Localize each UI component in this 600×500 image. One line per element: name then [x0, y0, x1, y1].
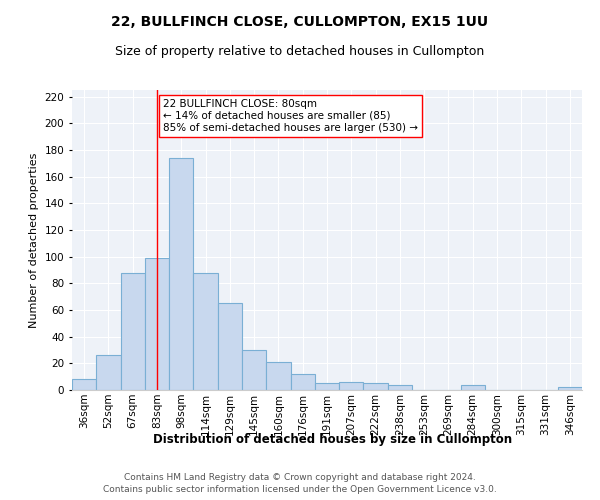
Bar — [72, 380, 96, 390]
Bar — [461, 384, 485, 390]
Text: Contains HM Land Registry data © Crown copyright and database right 2024.: Contains HM Land Registry data © Crown c… — [124, 472, 476, 482]
Bar — [96, 356, 121, 390]
Bar — [388, 384, 412, 390]
Bar — [339, 382, 364, 390]
Bar — [121, 272, 145, 390]
Bar — [290, 374, 315, 390]
Y-axis label: Number of detached properties: Number of detached properties — [29, 152, 39, 328]
Text: Distribution of detached houses by size in Cullompton: Distribution of detached houses by size … — [154, 432, 512, 446]
Bar — [193, 272, 218, 390]
Text: Contains public sector information licensed under the Open Government Licence v3: Contains public sector information licen… — [103, 485, 497, 494]
Bar — [145, 258, 169, 390]
Bar — [364, 384, 388, 390]
Bar — [558, 388, 582, 390]
Bar — [266, 362, 290, 390]
Bar — [315, 384, 339, 390]
Text: 22, BULLFINCH CLOSE, CULLOMPTON, EX15 1UU: 22, BULLFINCH CLOSE, CULLOMPTON, EX15 1U… — [112, 15, 488, 29]
Bar — [169, 158, 193, 390]
Text: Size of property relative to detached houses in Cullompton: Size of property relative to detached ho… — [115, 45, 485, 58]
Text: 22 BULLFINCH CLOSE: 80sqm
← 14% of detached houses are smaller (85)
85% of semi-: 22 BULLFINCH CLOSE: 80sqm ← 14% of detac… — [163, 100, 418, 132]
Bar — [242, 350, 266, 390]
Bar — [218, 304, 242, 390]
